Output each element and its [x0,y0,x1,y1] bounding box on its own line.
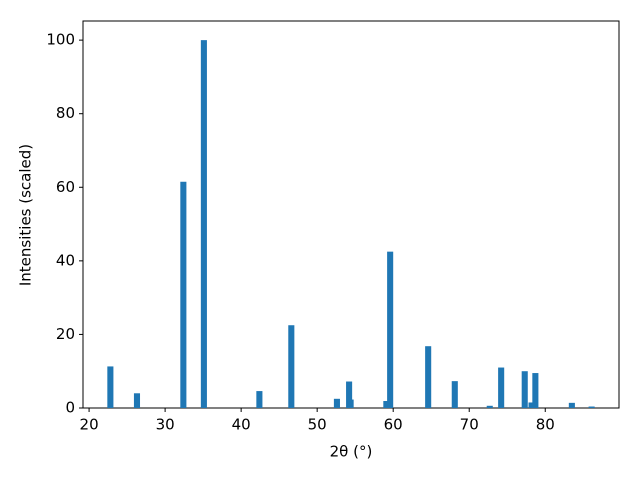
x-tick-label: 70 [460,416,479,434]
bar [346,381,353,408]
y-tick-label: 40 [56,251,75,269]
bar [180,181,187,408]
bar [256,391,263,408]
bar [200,40,207,409]
bar [288,325,295,408]
y-tick-label: 60 [56,178,75,196]
y-tick-label: 20 [56,325,75,343]
x-tick-label: 60 [384,416,403,434]
x-tick-label: 80 [536,416,555,434]
x-tick-label: 30 [156,416,175,434]
bar [588,406,595,408]
bar [528,402,535,408]
y-axis-label: Intensities (scaled) [17,144,35,286]
axes-frame [82,20,620,409]
x-axis-label: 2θ (°) [330,443,373,461]
bar [347,399,354,408]
bar [486,405,493,408]
bar [498,367,505,408]
y-tick-label: 100 [46,31,75,49]
x-tick-label: 20 [80,416,99,434]
bar [107,366,114,408]
bar [425,346,432,408]
x-tick-label: 40 [232,416,251,434]
bar [333,398,340,408]
bar [532,373,539,408]
bar [451,381,458,408]
x-tick-label: 50 [308,416,327,434]
bar [133,393,141,408]
y-tick-label: 0 [65,399,75,417]
bar [568,402,575,408]
bar [383,401,390,408]
bar [387,251,394,408]
bar [521,371,528,408]
y-tick-label: 80 [56,104,75,122]
